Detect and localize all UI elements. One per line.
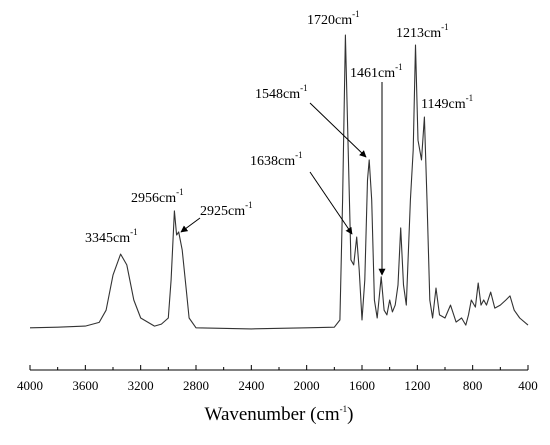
annotation-superscript: -1 [176, 187, 184, 197]
annotation-label: 1548cm [255, 87, 300, 102]
x-tick-label: 2400 [238, 378, 264, 393]
annotation-superscript: -1 [245, 200, 253, 210]
x-tick-label: 1600 [349, 378, 375, 393]
annotation: 1461cm-1 [350, 62, 403, 81]
annotation-label: 3345cm [85, 231, 130, 246]
annotation: 1638cm-1 [250, 150, 303, 169]
annotation: 2925cm-1 [200, 200, 253, 219]
annotation: 2956cm-1 [131, 187, 184, 206]
annotation-label: 2956cm [131, 191, 176, 206]
annotation-superscript: -1 [295, 150, 303, 160]
annotation-arrow [309, 102, 367, 158]
x-tick-label: 2800 [183, 378, 209, 393]
annotation-arrow [180, 217, 201, 233]
annotation: 1720cm-1 [307, 9, 360, 28]
annotation-label: 1720cm [307, 13, 352, 28]
annotation: 1213cm-1 [396, 22, 449, 41]
annotation: 1548cm-1 [255, 83, 308, 102]
annotation-arrow [309, 171, 353, 235]
annotation-label: 1461cm [350, 66, 395, 81]
x-tick-label: 1200 [404, 378, 430, 393]
annotation-label: 1638cm [250, 154, 295, 169]
annotation-superscript: -1 [352, 9, 360, 19]
annotation: 3345cm-1 [85, 227, 138, 246]
x-tick-label: 4000 [17, 378, 43, 393]
x-axis-title: Wavenumber (cm-1) [205, 404, 354, 425]
annotation: 1149cm-1 [421, 93, 473, 112]
annotation-label: 1213cm [396, 26, 441, 41]
x-tick-label: 400 [518, 378, 538, 393]
annotation-superscript: -1 [130, 227, 138, 237]
annotation-superscript: -1 [395, 62, 403, 72]
annotation-label: 1149cm [421, 97, 466, 112]
x-tick-label: 3200 [128, 378, 154, 393]
annotation-superscript: -1 [441, 22, 449, 32]
annotation-superscript: -1 [466, 93, 474, 103]
annotation-superscript: -1 [300, 83, 308, 93]
x-tick-label: 2000 [294, 378, 320, 393]
annotation-label: 2925cm [200, 204, 245, 219]
x-tick-label: 3600 [72, 378, 98, 393]
spectrum-line [29, 34, 529, 330]
x-tick-label: 800 [463, 378, 483, 393]
